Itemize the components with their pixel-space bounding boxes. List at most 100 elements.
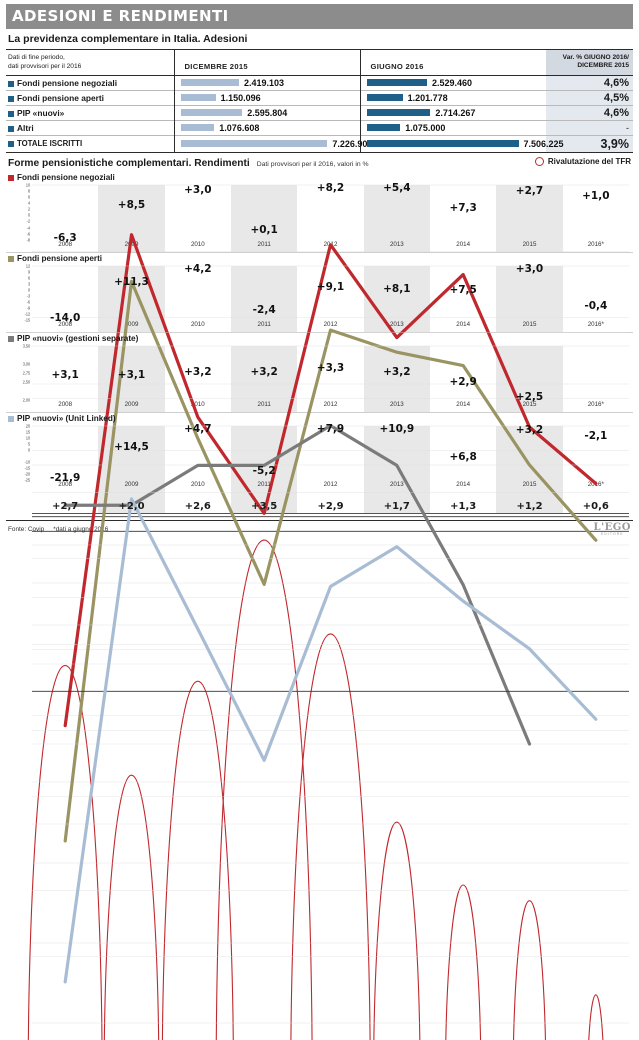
y-tick: 6 — [27, 275, 30, 281]
band — [496, 491, 563, 514]
x-tick: 2011 — [257, 480, 271, 488]
x-tick: 2013 — [389, 480, 404, 488]
value-giugno: 2.714.267 — [435, 107, 476, 118]
data-label: +0,1 — [250, 224, 278, 237]
series-color-icon — [8, 415, 14, 422]
x-tick: 2009 — [124, 400, 139, 408]
y-tick: -15 — [24, 465, 31, 471]
y-tick: 2,75 — [22, 370, 31, 376]
data-label: +8,5 — [117, 198, 146, 211]
row-label-text: Fondi pensione negoziali — [17, 77, 118, 88]
tfr-value-label: +2,6 — [184, 500, 211, 512]
cell-variazione: 4,6% — [546, 104, 633, 121]
value-giugno: 1.201.778 — [407, 92, 448, 103]
table-note: Dati di fine periodo, dati provvisori per… — [8, 54, 82, 70]
x-tick: 2013 — [389, 320, 404, 328]
data-label: +3,0 — [515, 263, 544, 276]
series-color-icon — [8, 335, 14, 342]
tfr-value-label: +2,9 — [317, 500, 344, 512]
x-axis: 2008 2009 2010 2011 2012 2013 2014 2015 2016* — [32, 320, 629, 332]
value-giugno: 7.506.225 — [523, 138, 564, 149]
y-tick: -8 — [26, 237, 31, 243]
row-label: Altri — [6, 119, 174, 136]
y-tick: 6 — [27, 194, 30, 200]
y-tick: 3,00 — [22, 361, 31, 367]
value-giugno: 2.529.460 — [432, 77, 473, 88]
row-label: PIP «nuovi» — [6, 104, 174, 121]
cell-variazione: - — [546, 119, 633, 136]
data-label: +5,4 — [383, 182, 411, 195]
tfr-value-label: +2,0 — [118, 500, 145, 512]
tfr-baseline — [32, 512, 629, 514]
x-tick: 2009 — [124, 480, 139, 488]
tfr-legend-label: Rivalutazione del TFR — [547, 156, 631, 166]
cell-dicembre: 2.595.804 — [173, 104, 360, 121]
y-tick: -2 — [26, 218, 31, 224]
y-tick: 2,50 — [22, 379, 31, 385]
table-row: Fondi pensione negoziali 2.419.103 2.529.4… — [6, 74, 633, 91]
page-title: ADESIONI E RENDIMENTI — [6, 4, 633, 29]
x-tick: 2012 — [323, 320, 338, 328]
data-label: +10,9 — [379, 423, 415, 436]
value-dicembre: 2.595.804 — [247, 107, 288, 118]
table-header-row: Dati di fine periodo, dati provvisori per… — [6, 50, 633, 76]
row-label: TOTALE ISCRITTI — [6, 134, 174, 152]
cell-variazione: 4,5% — [546, 89, 633, 106]
band — [496, 425, 563, 492]
row-label-text: Altri — [17, 122, 34, 133]
chart-title-text: Fondi pensione aperti — [17, 253, 103, 263]
value-dicembre: 2.419.103 — [244, 77, 285, 88]
tfr-value-label: +2,7 — [52, 500, 79, 512]
data-label: +3,1 — [51, 369, 79, 382]
chart-title-text: Fondi pensione negoziali — [17, 172, 115, 182]
band — [231, 345, 298, 412]
chart-title-text: PIP «nuovi» (Unit Linked) — [17, 413, 116, 423]
chart-title: Fondi pensione aperti — [8, 254, 102, 263]
band — [231, 265, 298, 332]
x-tick: 2013 — [389, 240, 404, 248]
data-label: +7,3 — [449, 202, 477, 215]
x-tick: 2010 — [190, 480, 205, 488]
y-tick: 2 — [27, 206, 30, 212]
data-label: +4,2 — [184, 263, 212, 276]
bar-giugno — [366, 109, 431, 117]
y-tick: -6 — [26, 299, 31, 305]
band — [496, 265, 563, 332]
plot-area: -6,3 +8,5 +3,0 +0,1 +8,2 +5,4 +7,3 +2,7 +1,0 — [32, 182, 629, 240]
chart-bands — [32, 184, 629, 252]
cell-variazione: 3,9% — [546, 134, 633, 152]
data-label: -5,2 — [252, 465, 276, 478]
cell-giugno: 1.075.000 — [359, 119, 546, 136]
y-tick: -3 — [26, 293, 31, 299]
bar-dicembre — [180, 124, 215, 132]
data-label: +8,1 — [383, 282, 411, 295]
legend-square-icon — [8, 125, 14, 132]
data-label: +8,2 — [316, 182, 345, 195]
x-tick: 2016* — [587, 240, 604, 248]
column-header-giugno: GIUGNO 2016 — [359, 50, 546, 76]
table-row: PIP «nuovi» 2.595.804 2.714.267 4,6% — [6, 104, 633, 121]
cell-dicembre: 7.226.907 — [173, 134, 372, 152]
x-tick: 2010 — [190, 240, 205, 248]
chart-2: Fondi pensione aperti 12 9 6 3 0 -3 -6 -9 -12 -15-… — [6, 251, 633, 332]
series-polyline — [65, 235, 596, 726]
band — [363, 265, 430, 332]
cell-giugno: 7.506.225 — [359, 134, 564, 152]
bar-dicembre — [180, 94, 216, 102]
chart-title: Fondi pensione negoziali — [8, 173, 115, 182]
plot-area: -14,0 +11,3 +4,2 -2,4 +9,1 +8,1 +7,5 +3,0 -0,4 — [32, 263, 629, 320]
x-tick: 2015 — [522, 400, 537, 408]
data-label: +2,5 — [515, 390, 544, 403]
y-tick: -6 — [26, 231, 31, 237]
y-tick: -9 — [26, 305, 31, 311]
data-label: +3,0 — [184, 183, 212, 196]
table-body: Fondi pensione negoziali 2.419.103 2.529.4… — [6, 74, 633, 152]
y-tick: -4 — [26, 225, 31, 231]
x-tick: 2009 — [124, 320, 139, 328]
series-line — [32, 426, 629, 1023]
data-label: +3,2 — [250, 365, 278, 378]
x-tick: 2008 — [58, 240, 73, 248]
y-tick: 12 — [25, 263, 30, 269]
bar-dicembre — [180, 109, 243, 117]
band — [363, 184, 430, 252]
